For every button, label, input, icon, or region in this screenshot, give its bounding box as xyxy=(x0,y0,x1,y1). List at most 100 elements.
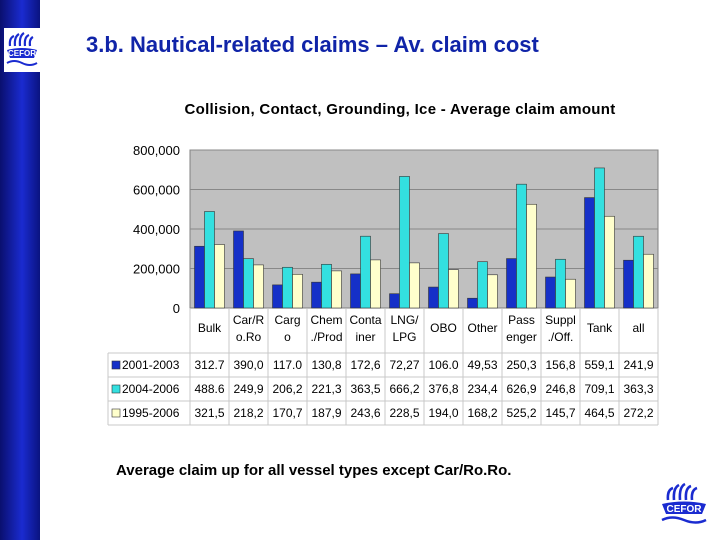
data-label: 626,9 xyxy=(506,382,536,396)
slide-caption: Average claim up for all vessel types ex… xyxy=(116,462,512,479)
data-label: 390,0 xyxy=(233,358,263,372)
category-label: Conta xyxy=(349,313,381,327)
bar-1995-2006 xyxy=(214,244,225,309)
data-label: 234,4 xyxy=(467,382,497,396)
data-label: 218,2 xyxy=(233,406,263,420)
bar-2001-2003 xyxy=(350,273,361,309)
bar-2001-2003 xyxy=(467,297,478,309)
bar-2004-2006 xyxy=(360,235,371,309)
bar-2004-2006 xyxy=(321,263,332,309)
data-label: 130,8 xyxy=(311,358,341,372)
y-tick-label: 400,000 xyxy=(133,222,180,237)
logo-bottom-icon: CEFOR xyxy=(656,476,712,532)
y-tick-label: 800,000 xyxy=(133,143,180,158)
category-label: OBO xyxy=(430,321,457,335)
data-label: 72,27 xyxy=(389,358,419,372)
category-label: o.Ro xyxy=(236,330,262,344)
bar-2001-2003 xyxy=(545,276,556,309)
bar-2001-2003 xyxy=(233,230,244,309)
bar-1995-2006 xyxy=(253,264,264,309)
category-label: iner xyxy=(355,330,375,344)
data-label: 363,5 xyxy=(350,382,380,396)
y-tick-label: 0 xyxy=(173,301,180,316)
bar-2001-2003 xyxy=(428,286,439,309)
category-label: Car/R xyxy=(233,313,265,327)
bar-2004-2006 xyxy=(555,258,566,309)
bar-2001-2003 xyxy=(389,293,400,309)
bar-2004-2006 xyxy=(633,235,644,309)
bar-1995-2006 xyxy=(643,253,654,309)
data-label: 272,2 xyxy=(623,406,653,420)
data-label: 172,6 xyxy=(350,358,380,372)
bar-2004-2006 xyxy=(594,167,605,309)
slide-title: 3.b. Nautical-related claims – Av. claim… xyxy=(86,32,539,57)
category-label: Chem xyxy=(310,313,342,327)
bars xyxy=(194,167,654,309)
category-label: Tank xyxy=(587,321,613,335)
data-label: 312.7 xyxy=(194,358,224,372)
bar-2001-2003 xyxy=(194,245,205,309)
data-table: Bulk Car/R o.Ro Carg o Chem ./Prod Conta iner LNG… xyxy=(107,309,659,426)
chart-title: Collision, Contact, Grounding, Ice - Ave… xyxy=(184,101,616,118)
bar-2004-2006 xyxy=(516,183,527,309)
data-label: 559,1 xyxy=(584,358,614,372)
y-tick-label: 200,000 xyxy=(133,262,180,277)
legend-swatch-1995-2006 xyxy=(111,408,121,418)
legend-label: 2004-2006 xyxy=(122,382,180,396)
data-label: 488.6 xyxy=(194,382,224,396)
data-label: 156,8 xyxy=(545,358,575,372)
data-label: 206,2 xyxy=(272,382,302,396)
category-label: o xyxy=(284,330,291,344)
data-label: 363,3 xyxy=(623,382,653,396)
category-label: enger xyxy=(506,330,537,344)
legend-label: 1995-2006 xyxy=(122,406,180,420)
data-label: 250,3 xyxy=(506,358,536,372)
bar-1995-2006 xyxy=(448,269,459,309)
category-label: Pass xyxy=(508,313,535,327)
category-label: all xyxy=(632,321,644,335)
legend-label: 2001-2003 xyxy=(122,358,180,372)
category-label: LNG/ xyxy=(390,313,419,327)
category-label: Suppl xyxy=(545,313,576,327)
bar-2001-2003 xyxy=(311,281,322,309)
data-label: 464,5 xyxy=(584,406,614,420)
category-label: ./Off. xyxy=(548,330,574,344)
legend-swatch-2004-2006 xyxy=(111,384,121,394)
data-label: 49,53 xyxy=(467,358,497,372)
bar-2004-2006 xyxy=(204,211,215,309)
bar-1995-2006 xyxy=(604,215,615,309)
side-bar xyxy=(0,0,40,540)
y-tick-label: 600,000 xyxy=(133,183,180,198)
bar-2001-2003 xyxy=(584,197,595,309)
bar-2001-2003 xyxy=(272,284,283,309)
data-label: 168,2 xyxy=(467,406,497,420)
data-label: 243,6 xyxy=(350,406,380,420)
data-label: 709,1 xyxy=(584,382,614,396)
data-label: 525,2 xyxy=(506,406,536,420)
data-label: 187,9 xyxy=(311,406,341,420)
data-label: 145,7 xyxy=(545,406,575,420)
data-label: 666,2 xyxy=(389,382,419,396)
category-label: Bulk xyxy=(198,321,222,335)
svg-text:CEFOR: CEFOR xyxy=(8,49,36,58)
bar-2004-2006 xyxy=(243,258,254,309)
data-label: 321,5 xyxy=(194,406,224,420)
category-label: LPG xyxy=(392,330,416,344)
bar-1995-2006 xyxy=(487,274,498,309)
bar-1995-2006 xyxy=(331,270,342,309)
bar-2004-2006 xyxy=(477,261,488,309)
bar-1995-2006 xyxy=(565,278,576,309)
legend-swatch-2001-2003 xyxy=(111,360,121,370)
logo-top-icon: CEFOR xyxy=(4,28,40,72)
bar-1995-2006 xyxy=(409,262,420,309)
category-label: Other xyxy=(467,321,497,335)
bar-2001-2003 xyxy=(506,258,517,309)
bar-2004-2006 xyxy=(282,266,293,309)
data-label: 170,7 xyxy=(272,406,302,420)
data-label: 246,8 xyxy=(545,382,575,396)
data-label: 376,8 xyxy=(428,382,458,396)
data-label: 221,3 xyxy=(311,382,341,396)
data-label: 228,5 xyxy=(389,406,419,420)
data-label: 249,9 xyxy=(233,382,263,396)
data-label: 117.0 xyxy=(273,358,302,372)
